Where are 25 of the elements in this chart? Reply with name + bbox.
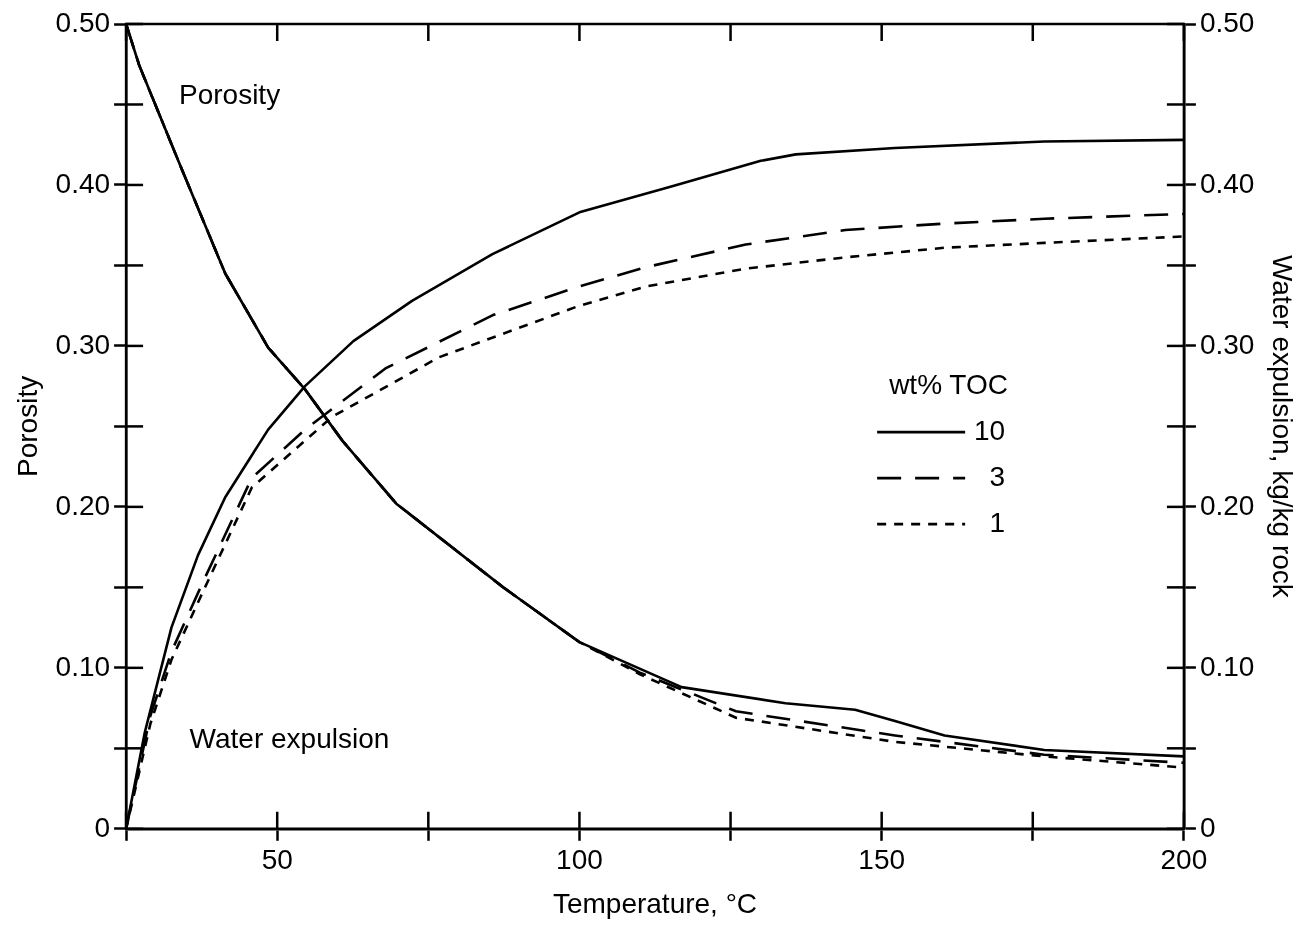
y-tick-label: 0.10: [55, 650, 111, 682]
x-axis-title: Temperature, °C: [552, 887, 758, 919]
y2-tick-label: 0.40: [1199, 167, 1255, 199]
legend-label: 1: [989, 506, 1006, 538]
y2-tick-label: 0.30: [1199, 328, 1255, 360]
legend-label: 10: [973, 414, 1006, 446]
annotation: Porosity: [178, 79, 281, 111]
y2-tick-label: 0: [1199, 811, 1216, 843]
y-tick-label: 0.50: [55, 6, 111, 38]
x-tick-label: 100: [556, 844, 603, 876]
y-tick-label: 0.30: [55, 328, 111, 360]
annotation: Water expulsion: [189, 722, 390, 754]
y2-tick-label: 0.50: [1199, 6, 1255, 38]
y-tick-label: 0.20: [55, 489, 111, 521]
y2-tick-label: 0.20: [1199, 489, 1255, 521]
x-tick-label: 50: [261, 844, 293, 876]
y-axis-title: Porosity: [11, 375, 43, 477]
legend-label: 3: [989, 460, 1006, 492]
y2-tick-label: 0.10: [1199, 650, 1255, 682]
y-tick-label: 0.40: [55, 167, 111, 199]
legend-title: wt% TOC: [888, 368, 1008, 400]
y2-axis-title: Water expulsion, kg/kg rock: [1267, 254, 1299, 599]
x-tick-label: 200: [1160, 844, 1208, 876]
x-tick-label: 150: [858, 844, 906, 876]
y-tick-label: 0: [94, 811, 111, 843]
